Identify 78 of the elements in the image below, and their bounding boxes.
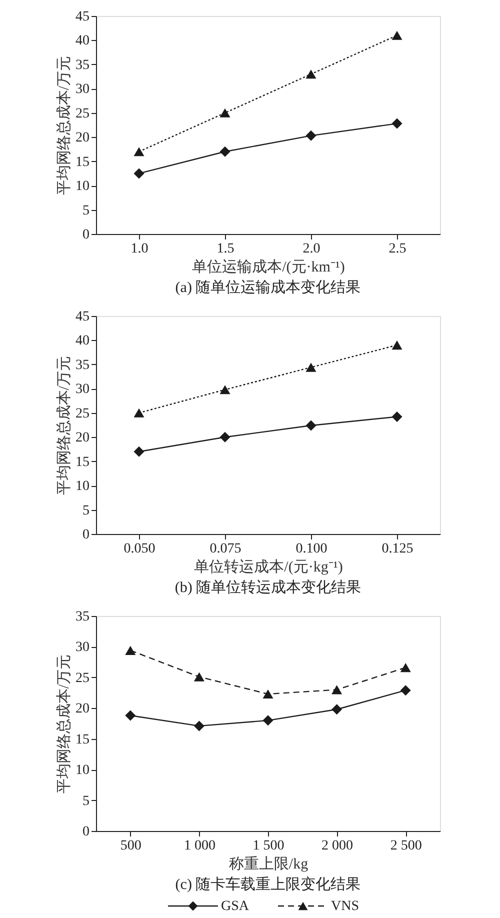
y-tick-label: 10	[76, 763, 90, 778]
x-tick-label: 0.075	[210, 542, 242, 556]
point	[125, 646, 136, 655]
point	[134, 446, 144, 457]
y-tick-label: 30	[76, 640, 90, 656]
y-tick-label: 25	[76, 106, 90, 122]
point	[262, 689, 274, 699]
point	[134, 147, 144, 156]
y-axis-title: 平均网络总成本/万元	[56, 356, 72, 496]
point	[125, 710, 136, 721]
text: (b) 随单位转运成本变化结果	[174, 579, 362, 596]
y-tick-label: 20	[76, 430, 90, 446]
y-tick-label: 5	[82, 203, 90, 218]
y-tick-label: 20	[76, 130, 90, 146]
x-tick-label: 1 000	[184, 838, 216, 854]
y-tick-label: 45	[76, 310, 90, 324]
x-tick-label: 1 500	[252, 838, 284, 854]
legend-label: GSA	[221, 899, 250, 914]
x-tick-label: 500	[120, 838, 142, 854]
y-tick-label: 35	[76, 58, 90, 73]
y-tick-label: 25	[76, 406, 90, 422]
x-axis-title: 单位转运成本/(元·kg⁻¹)	[194, 558, 343, 576]
point	[306, 420, 316, 431]
legend-label: VNS	[331, 899, 360, 914]
y-tick-label: 35	[76, 610, 90, 624]
point	[194, 672, 204, 682]
y-tick-label: 45	[76, 10, 90, 24]
y-tick-label: 15	[76, 454, 90, 470]
point	[262, 715, 274, 726]
y-tick-label: 30	[76, 382, 90, 398]
x-tick-label: 2.5	[388, 242, 406, 256]
point	[392, 118, 402, 129]
y-tick-label: 5	[82, 794, 90, 809]
text: (c) 随卡车载重上限变化结果	[175, 876, 361, 893]
y-tick-label: 0	[82, 824, 90, 840]
y-tick-label: 10	[76, 179, 90, 194]
y-tick-label: 40	[76, 34, 90, 49]
point	[400, 663, 411, 672]
y-tick-label: 10	[76, 479, 90, 494]
point	[220, 385, 230, 394]
x-tick-label: 0.100	[296, 542, 328, 556]
point	[332, 704, 342, 715]
x-axis-title: 称重上限/kg	[228, 856, 309, 872]
x-tick-label: 2.0	[302, 242, 320, 256]
x-tick-label: 2 500	[390, 838, 422, 854]
y-axis-title: 平均网络总成本/万元	[56, 654, 72, 794]
y-tick-label: 35	[76, 358, 90, 373]
point	[332, 685, 342, 694]
y-tick-label: 30	[76, 82, 90, 98]
x-tick-label: 1.0	[130, 242, 148, 256]
point	[220, 146, 230, 157]
point	[392, 340, 402, 350]
point	[194, 720, 204, 732]
point	[306, 130, 316, 141]
x-tick-label: 0.050	[124, 542, 156, 556]
point	[392, 412, 402, 422]
point	[392, 30, 402, 40]
point	[400, 685, 411, 696]
y-tick-label: 5	[82, 503, 90, 518]
point	[306, 70, 316, 79]
y-tick-label: 15	[76, 732, 90, 748]
point	[134, 168, 144, 179]
text: (a) 随单位运输成本变化结果	[175, 279, 361, 296]
y-tick-label: 40	[76, 334, 90, 349]
point	[220, 432, 230, 442]
x-tick-label: 0.125	[382, 542, 414, 556]
point	[220, 108, 230, 118]
x-tick-label: 1.5	[216, 242, 234, 256]
x-tick-label: 2 000	[322, 838, 354, 854]
x-axis-title: 单位运输成本/(元·km⁻¹)	[192, 258, 345, 276]
y-tick-label: 15	[76, 154, 90, 170]
point	[134, 408, 144, 418]
y-tick-label: 25	[76, 670, 90, 686]
point	[306, 362, 316, 372]
y-axis-title: 平均网络总成本/万元	[56, 56, 72, 196]
y-tick-label: 20	[76, 702, 90, 717]
y-tick-label: 0	[82, 528, 90, 542]
y-tick-label: 0	[82, 228, 90, 242]
